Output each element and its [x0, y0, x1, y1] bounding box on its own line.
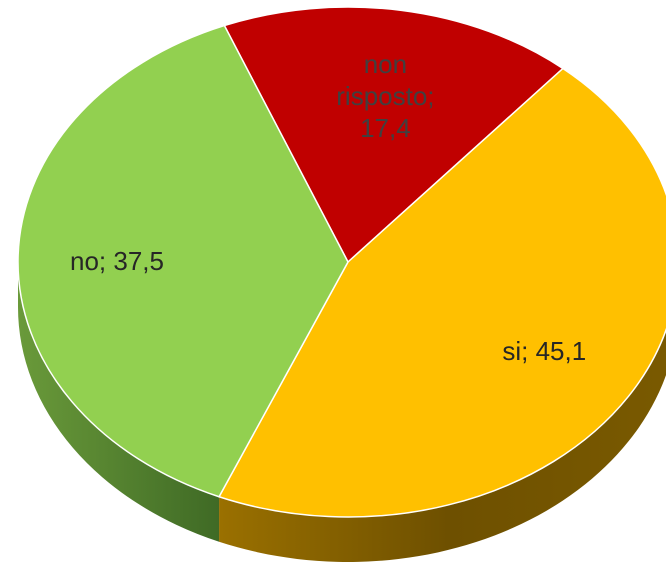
data-label: si; 45,1 — [502, 335, 587, 366]
slice-side — [18, 262, 220, 542]
data-label: non risposto; 17,4 — [336, 48, 435, 143]
slice — [223, 6, 565, 264]
slice — [17, 24, 349, 498]
data-label: no; 37,5 — [70, 245, 164, 276]
slice-side — [219, 330, 666, 562]
slice — [217, 67, 666, 518]
